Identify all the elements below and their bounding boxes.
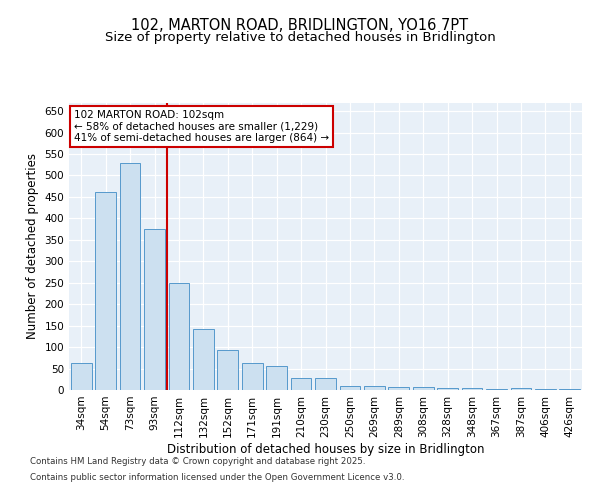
- Bar: [95, 192, 116, 390]
- Bar: [119, 162, 140, 390]
- Bar: [266, 366, 287, 390]
- Bar: [388, 386, 409, 390]
- Text: Contains public sector information licensed under the Open Government Licence v3: Contains public sector information licen…: [30, 472, 404, 482]
- Bar: [511, 388, 532, 390]
- Bar: [144, 229, 165, 390]
- Bar: [193, 328, 214, 390]
- Bar: [364, 386, 385, 390]
- Text: 102, MARTON ROAD, BRIDLINGTON, YO16 7PT: 102, MARTON ROAD, BRIDLINGTON, YO16 7PT: [131, 18, 469, 32]
- Bar: [486, 388, 507, 390]
- Text: Size of property relative to detached houses in Bridlington: Size of property relative to detached ho…: [104, 32, 496, 44]
- Bar: [437, 388, 458, 390]
- Bar: [290, 378, 311, 390]
- Bar: [535, 388, 556, 390]
- Bar: [315, 378, 336, 390]
- Bar: [340, 386, 361, 390]
- Bar: [559, 388, 580, 390]
- Y-axis label: Number of detached properties: Number of detached properties: [26, 153, 39, 340]
- Bar: [217, 350, 238, 390]
- Bar: [71, 364, 92, 390]
- X-axis label: Distribution of detached houses by size in Bridlington: Distribution of detached houses by size …: [167, 442, 484, 456]
- Bar: [242, 363, 263, 390]
- Bar: [169, 282, 190, 390]
- Bar: [413, 388, 434, 390]
- Text: 102 MARTON ROAD: 102sqm
← 58% of detached houses are smaller (1,229)
41% of semi: 102 MARTON ROAD: 102sqm ← 58% of detache…: [74, 110, 329, 143]
- Bar: [461, 388, 482, 390]
- Text: Contains HM Land Registry data © Crown copyright and database right 2025.: Contains HM Land Registry data © Crown c…: [30, 458, 365, 466]
